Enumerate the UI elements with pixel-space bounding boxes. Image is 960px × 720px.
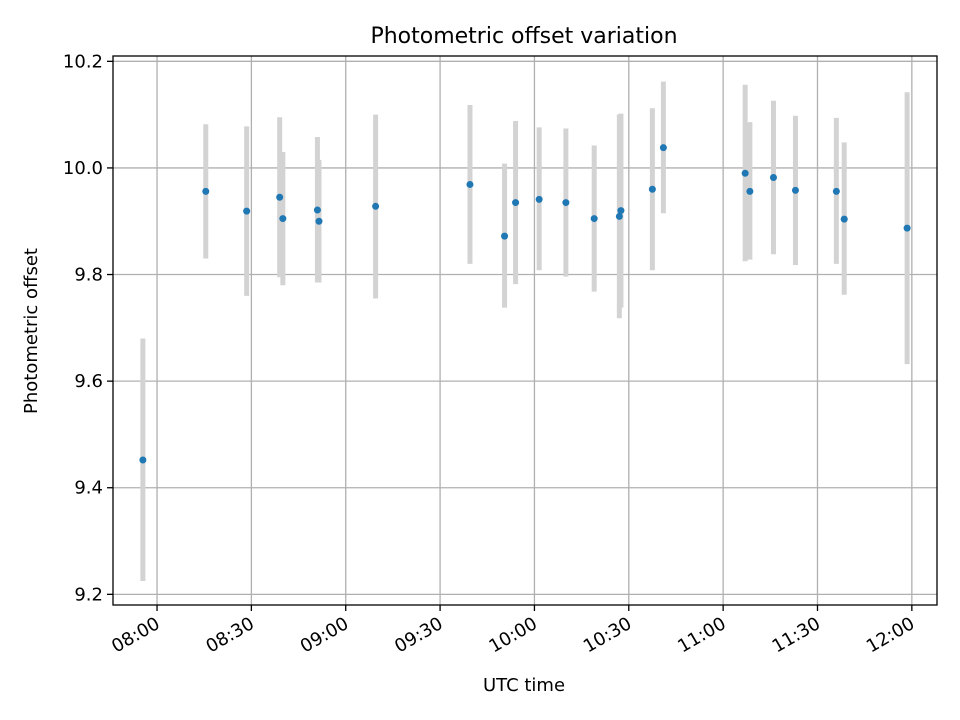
data-point: [903, 224, 911, 232]
data-points: [139, 144, 911, 464]
y-tick-label: 9.2: [74, 584, 103, 605]
data-point: [832, 187, 840, 195]
data-point: [279, 215, 287, 223]
data-point: [372, 202, 380, 210]
data-point: [139, 456, 147, 464]
y-tick-label: 9.4: [74, 478, 103, 499]
data-point: [466, 180, 474, 188]
x-axis-title: UTC time: [483, 675, 565, 696]
y-tick-label: 10.0: [63, 158, 103, 179]
data-point: [276, 193, 284, 201]
y-tick-label: 9.6: [74, 371, 103, 392]
chart-title: Photometric offset variation: [370, 24, 677, 49]
data-point: [243, 207, 251, 215]
data-point: [315, 217, 323, 225]
data-point: [501, 232, 509, 240]
data-point: [648, 185, 656, 193]
data-point: [791, 186, 799, 194]
y-axis-title: Photometric offset: [21, 248, 42, 414]
data-point: [202, 187, 210, 195]
data-point: [562, 199, 570, 207]
data-point: [512, 199, 520, 207]
y-tick-label: 10.2: [63, 51, 103, 72]
plot-area-frame: [112, 55, 938, 606]
data-point: [741, 169, 749, 177]
data-point: [617, 207, 625, 215]
data-point: [590, 215, 598, 223]
data-point: [615, 212, 623, 220]
data-point: [313, 206, 321, 214]
y-tick-label: 9.8: [74, 265, 103, 286]
data-point: [659, 144, 667, 152]
data-point: [840, 215, 848, 223]
grid-lines: [113, 56, 937, 605]
data-point: [746, 187, 754, 195]
y-axis-ticks: 9.2 9.4 9.6 9.8 10.0 10.2: [63, 51, 113, 605]
data-point: [769, 174, 777, 182]
data-point: [535, 195, 543, 203]
